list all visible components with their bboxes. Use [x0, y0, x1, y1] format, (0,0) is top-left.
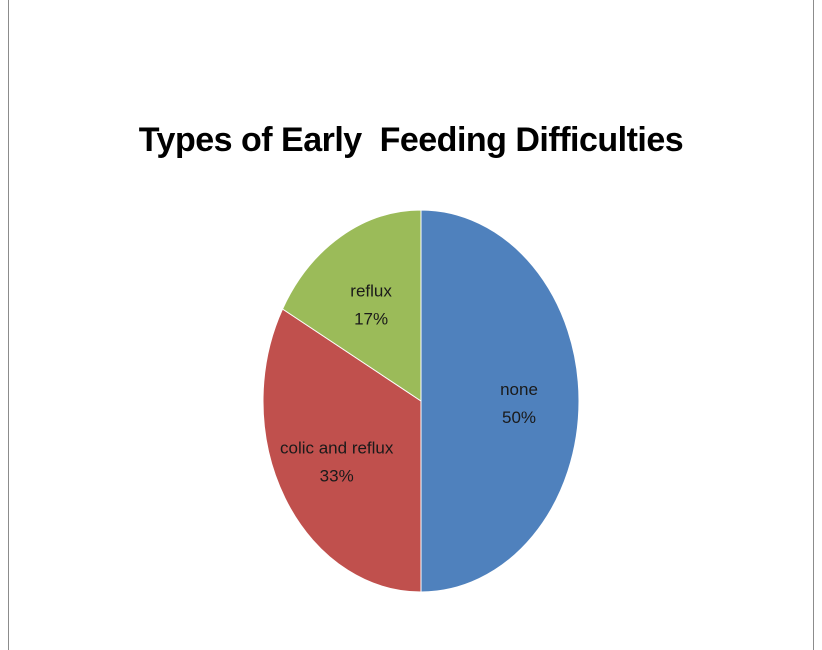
pie-slice-reflux [281, 209, 422, 402]
slice-label-reflux: reflux 17% [350, 281, 392, 328]
slice-percent-label: 50% [502, 408, 536, 427]
chart-title-line-1: Types of Early Feeding Difficulties [138, 121, 684, 159]
slice-percent-label: 17% [354, 309, 388, 328]
chart-title: Types of Early Feeding Difficulties Repo… [0, 20, 822, 356]
slice-category-label: colic and reflux [280, 438, 394, 457]
pie-slice-none [420, 209, 580, 593]
slice-category-label: none [500, 380, 538, 399]
pie-slice-colic-and-reflux [262, 308, 422, 593]
slice-percent-label: 33% [320, 466, 354, 485]
slice-category-label: reflux [350, 281, 392, 300]
slice-label-none: none 50% [500, 380, 538, 427]
slice-label-colic-and-reflux: colic and reflux 33% [280, 438, 394, 485]
